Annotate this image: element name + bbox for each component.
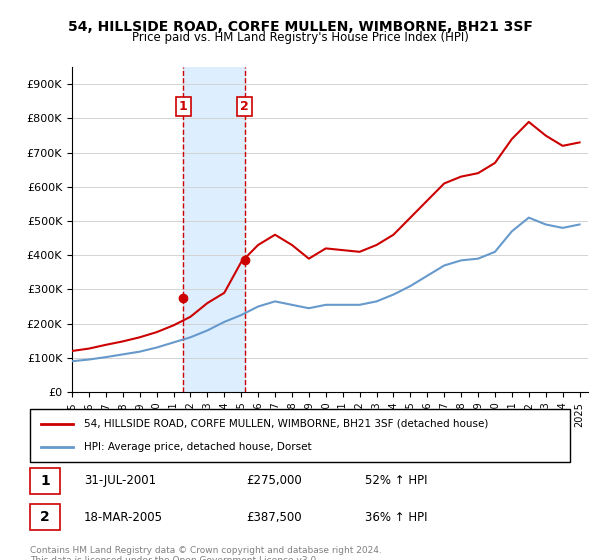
Text: 54, HILLSIDE ROAD, CORFE MULLEN, WIMBORNE, BH21 3SF: 54, HILLSIDE ROAD, CORFE MULLEN, WIMBORN… — [68, 20, 532, 34]
Text: 31-JUL-2001: 31-JUL-2001 — [84, 474, 156, 487]
Text: 1: 1 — [179, 100, 188, 113]
Text: £275,000: £275,000 — [246, 474, 302, 487]
Bar — [184, 67, 245, 392]
Text: 18-MAR-2005: 18-MAR-2005 — [84, 511, 163, 524]
FancyBboxPatch shape — [30, 409, 570, 462]
Text: Price paid vs. HM Land Registry's House Price Index (HPI): Price paid vs. HM Land Registry's House … — [131, 31, 469, 44]
Text: 52% ↑ HPI: 52% ↑ HPI — [365, 474, 427, 487]
Text: £387,500: £387,500 — [246, 511, 302, 524]
Text: Contains HM Land Registry data © Crown copyright and database right 2024.
This d: Contains HM Land Registry data © Crown c… — [30, 546, 382, 560]
Text: HPI: Average price, detached house, Dorset: HPI: Average price, detached house, Dors… — [84, 442, 311, 452]
FancyBboxPatch shape — [30, 468, 60, 494]
FancyBboxPatch shape — [30, 504, 60, 530]
Text: 36% ↑ HPI: 36% ↑ HPI — [365, 511, 427, 524]
Text: 1: 1 — [40, 474, 50, 488]
Text: 54, HILLSIDE ROAD, CORFE MULLEN, WIMBORNE, BH21 3SF (detached house): 54, HILLSIDE ROAD, CORFE MULLEN, WIMBORN… — [84, 419, 488, 429]
Text: 2: 2 — [40, 510, 50, 524]
Text: 2: 2 — [241, 100, 249, 113]
